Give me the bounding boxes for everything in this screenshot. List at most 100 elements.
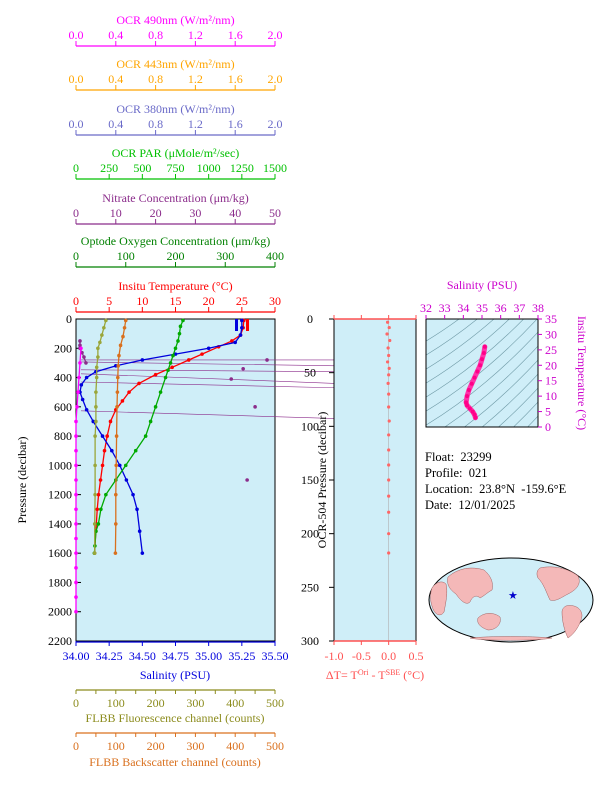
series-point-7-8 — [74, 463, 78, 468]
ts-isoline-11 — [513, 401, 538, 427]
ts-salinity-tick-label-0: 32 — [420, 301, 432, 315]
series-point-2-4 — [173, 346, 178, 351]
flbb-fl-tick-label-0: 0 — [73, 696, 79, 710]
series-point-3-12 — [93, 463, 97, 468]
flbb-bs-tick-label-0: 0 — [73, 739, 79, 753]
top-axis-tick-label-3-6: 1500 — [263, 161, 287, 175]
flbb-bs-tick-label-8: 400 — [226, 739, 244, 753]
flbb-axes: 0 100 200 300 400 500 0 100 200 300 400 500 — [73, 689, 284, 753]
series-point-0-10 — [127, 390, 131, 394]
top-axis-label-4: Nitrate Concentration (μm/kg) — [102, 191, 248, 205]
ts-isoline-9 — [481, 373, 538, 427]
series-point-0-14 — [105, 434, 109, 438]
top-axis-tick-label-4-3: 30 — [189, 206, 201, 220]
series-point-1-18 — [124, 478, 129, 482]
top-axis-tick-label-3-3: 750 — [167, 161, 185, 175]
series-point-7-7 — [74, 448, 78, 453]
ts-isoline-3 — [426, 319, 510, 384]
pressure-tick-label-3: 600 — [54, 400, 72, 414]
series-point-1-12 — [80, 397, 85, 402]
ts-isoline-0 — [426, 319, 460, 342]
flbb-fluorescence-axis-label: FLBB Fluorescence channel (counts) — [86, 711, 265, 725]
nitrate-artifact-line-3 — [80, 381, 346, 389]
series-point-3-13 — [93, 492, 97, 497]
ts-isoline-10 — [497, 387, 538, 427]
top-axis-tick-label-2-2: 0.8 — [148, 117, 163, 131]
series-point-6-0 — [265, 358, 269, 362]
ts-point-9 — [464, 400, 469, 405]
ts-temp-tick-label-4: 20 — [545, 358, 557, 372]
series-point-3-2 — [100, 333, 104, 337]
pressure-tick-label-11: 2200 — [48, 634, 72, 648]
ocr-delta-point-6 — [385, 360, 390, 364]
top-axis-tick-label-5-4: 400 — [266, 249, 284, 263]
ts-isoline-7 — [444, 345, 538, 427]
series-point-2-1 — [178, 324, 183, 329]
series-point-5-1 — [78, 343, 82, 348]
ocr-delta-tick-label-1: -0.5 — [352, 649, 371, 663]
series-point-1-13 — [84, 407, 89, 412]
ts-point-14 — [473, 415, 478, 420]
pressure-tick-label-8: 1600 — [48, 546, 72, 560]
top-axis-tick-label-2-3: 1.2 — [188, 117, 203, 131]
series-point-7-13 — [74, 536, 78, 541]
series-point-7-17 — [74, 595, 78, 599]
series-point-2-10 — [153, 405, 158, 409]
series-point-0-6 — [186, 358, 191, 362]
series-point-6-2 — [229, 377, 234, 381]
series-point-1-3 — [233, 340, 237, 345]
main-pressure-axis: 0 200 400 600 800 1000 1200 1400 1600 1800 2000 220… — [48, 312, 81, 648]
pressure-tick-label-1: 200 — [54, 341, 72, 355]
flbb-fl-tick-label-10: 500 — [266, 696, 284, 710]
series-point-2-8 — [163, 375, 168, 380]
series-point-4-0 — [123, 318, 128, 323]
ocr-delta-t-axis-label: ΔT= TOri - TSBE (°C) — [326, 668, 424, 682]
ts-salinity-title: Salinity (PSU) — [447, 278, 517, 292]
nitrate-artifact-line-1 — [80, 369, 346, 373]
series-point-7-3 — [76, 390, 80, 394]
salinity-tick-label-3: 34.75 — [162, 649, 189, 663]
top-axis-tick-label-0-5: 2.0 — [268, 28, 283, 42]
series-point-7-18 — [74, 609, 78, 614]
ocr-pressure-tick-label-2: 100 — [301, 419, 319, 433]
series-point-1-9 — [84, 375, 89, 380]
top-axis-tick-label-6-0: 0 — [73, 294, 79, 308]
series-point-2-11 — [148, 419, 153, 424]
series-point-0-15 — [102, 448, 107, 453]
series-point-1-0 — [240, 318, 244, 323]
ts-point-2 — [480, 357, 484, 362]
top-axis-tick-label-5-1: 100 — [117, 249, 135, 263]
map-land-asia — [447, 567, 493, 604]
series-point-5-0 — [78, 339, 82, 343]
ocr-delta-tick-label-0: -1.0 — [325, 649, 344, 663]
top-axis-tick-label-2-0: 0.0 — [69, 117, 84, 131]
series-point-3-14 — [92, 522, 97, 526]
series-point-7-0 — [79, 346, 83, 351]
pressure-tick-label-6: 1200 — [48, 488, 72, 502]
series-point-4-2 — [121, 334, 125, 339]
top-axis-tick-label-4-5: 50 — [269, 206, 281, 220]
top-axis-tick-label-0-0: 0.0 — [69, 28, 84, 42]
series-point-7-14 — [74, 551, 78, 555]
series-point-1-19 — [131, 492, 135, 497]
series-point-5-4 — [82, 355, 86, 359]
series-point-1-10 — [79, 383, 84, 387]
ts-isoline-6 — [426, 331, 538, 426]
top-axis-tick-label-3-1: 250 — [100, 161, 118, 175]
series-point-1-14 — [91, 419, 96, 424]
top-axis-tick-label-4-2: 20 — [150, 206, 162, 220]
flbb-bs-tick-label-4: 200 — [147, 739, 165, 753]
series-point-1-17 — [117, 463, 122, 468]
series-point-3-4 — [96, 346, 100, 351]
ts-isoline-8 — [463, 359, 538, 427]
series-point-4-4 — [117, 353, 121, 358]
series-point-3-3 — [98, 340, 102, 345]
salinity-tick-label-6: 35.50 — [262, 649, 289, 663]
series-point-2-14 — [123, 463, 128, 468]
ocr-panel: 0 50 100 150 200 250 300 -1.0 -0.5 0.0 0.5 — [301, 312, 424, 663]
ocr-delta-point-1 — [387, 325, 391, 330]
top-axis-tick-label-3-5: 1250 — [230, 161, 254, 175]
series-point-4-10 — [114, 463, 118, 468]
series-point-2-3 — [176, 339, 180, 343]
main-pressure-axis-label: Pressure (decibar) — [15, 437, 29, 524]
